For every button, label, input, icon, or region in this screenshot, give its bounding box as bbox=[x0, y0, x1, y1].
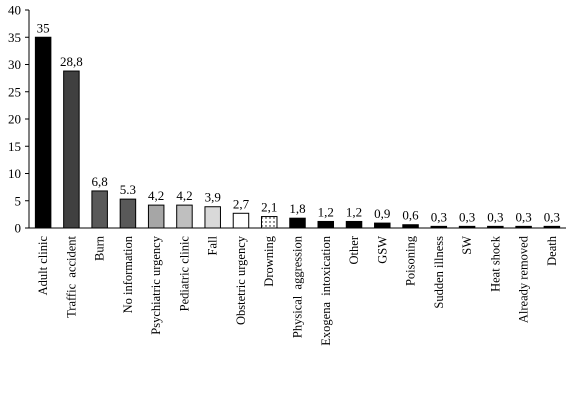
category-label: Obstetric urgency bbox=[234, 235, 248, 325]
bar bbox=[289, 217, 306, 229]
category-label: Adult clinic bbox=[36, 236, 50, 296]
y-tick-label: 5 bbox=[15, 193, 22, 208]
bar bbox=[91, 190, 108, 229]
bar bbox=[147, 204, 165, 229]
bar bbox=[317, 220, 335, 229]
category-label: Heat shock bbox=[488, 235, 502, 292]
bar bbox=[119, 198, 137, 229]
value-label: 0,3 bbox=[487, 209, 503, 224]
value-label: 0,3 bbox=[459, 209, 475, 224]
value-label: 4,2 bbox=[148, 188, 164, 203]
value-label: 0,9 bbox=[374, 206, 390, 221]
category-label: Drowning bbox=[262, 235, 276, 286]
x-axis: Adult clinic Traffic accident Burn No infor… bbox=[29, 227, 566, 346]
y-tick-label: 30 bbox=[8, 57, 21, 72]
bar bbox=[374, 222, 391, 229]
category-label: GSW bbox=[375, 236, 389, 264]
category-label: Other bbox=[347, 235, 361, 264]
category-label: Pediatric clinic bbox=[177, 236, 191, 312]
bar bbox=[204, 206, 221, 229]
category-label: Already removed bbox=[517, 235, 531, 323]
value-label: 0,6 bbox=[402, 208, 419, 223]
category-label: Psychiatric urgency bbox=[149, 235, 163, 334]
value-label: 3,9 bbox=[205, 190, 221, 205]
y-tick-label: 25 bbox=[8, 84, 21, 99]
value-label: 6,8 bbox=[92, 174, 108, 189]
value-label: 4,2 bbox=[176, 188, 192, 203]
category-label: Fall bbox=[206, 235, 220, 255]
y-tick-label: 35 bbox=[8, 30, 21, 45]
category-label: Physical aggression bbox=[291, 235, 305, 338]
category-label: Traffic accident bbox=[64, 235, 78, 317]
bar bbox=[260, 216, 278, 229]
value-label: 28,8 bbox=[60, 54, 83, 69]
bars bbox=[34, 36, 561, 229]
category-label: Burn bbox=[93, 235, 107, 261]
bar bbox=[63, 70, 80, 229]
category-label: No information bbox=[121, 235, 135, 313]
value-label: 1,8 bbox=[289, 201, 305, 216]
value-labels: 35 28,8 6,8 5.3 4,2 4,2 3,9 2,7 2,1 1,8 1,2 1,2 0,9 0… bbox=[37, 20, 560, 224]
value-label: 0,3 bbox=[544, 209, 560, 224]
y-tick-label: 15 bbox=[8, 139, 21, 154]
value-label: 5.3 bbox=[120, 182, 136, 197]
category-label: Poisoning bbox=[404, 235, 418, 286]
category-label: Sudden illness bbox=[432, 236, 446, 309]
value-label: 1,2 bbox=[318, 204, 334, 219]
value-label: 0,3 bbox=[515, 209, 531, 224]
value-label: 35 bbox=[37, 20, 50, 35]
y-tick-label: 10 bbox=[8, 166, 21, 181]
category-label: Exogena intoxication bbox=[319, 235, 333, 345]
category-label: Death bbox=[545, 235, 559, 266]
value-label: 2,7 bbox=[233, 196, 250, 211]
value-label: 2,1 bbox=[261, 200, 277, 215]
y-axis: 0 5 10 15 20 25 30 35 40 bbox=[8, 3, 30, 236]
y-tick-label: 20 bbox=[8, 112, 21, 127]
y-tick-label: 0 bbox=[15, 221, 22, 236]
category-label: SW bbox=[460, 236, 474, 255]
bar bbox=[345, 220, 363, 229]
value-label: 1,2 bbox=[346, 204, 362, 219]
y-tick-label: 40 bbox=[8, 3, 21, 18]
bar bbox=[34, 36, 52, 229]
bar bbox=[176, 204, 193, 229]
value-label: 0,3 bbox=[431, 209, 447, 224]
bar bbox=[232, 212, 250, 229]
